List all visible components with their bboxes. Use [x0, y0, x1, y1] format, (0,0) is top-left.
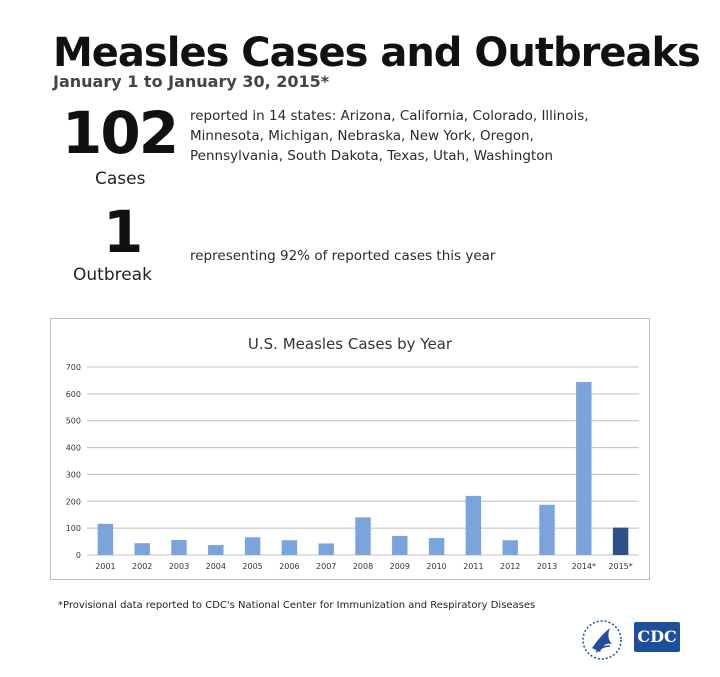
- bar: [539, 504, 555, 555]
- outbreak-description: representing 92% of reported cases this …: [190, 248, 496, 264]
- bar: [428, 538, 445, 555]
- x-tick-label: 2013: [537, 562, 557, 571]
- bar: [97, 523, 114, 555]
- bar: [134, 543, 150, 555]
- cases-description: reported in 14 states: Arizona, Californ…: [190, 108, 589, 164]
- hhs-eagle-logo: [582, 620, 622, 660]
- page-subtitle: January 1 to January 30, 2015*: [53, 72, 330, 91]
- x-tick-label: 2006: [279, 562, 299, 571]
- x-tick-label: 2002: [132, 562, 152, 571]
- y-tick-label: 600: [66, 390, 81, 399]
- y-tick-label: 200: [66, 497, 81, 506]
- x-tick-label: 2001: [95, 562, 115, 571]
- bar: [318, 543, 334, 555]
- x-tick-label: 2004: [206, 562, 226, 571]
- x-tick-label: 2014*: [572, 562, 596, 571]
- x-tick-label: 2003: [169, 562, 189, 571]
- outbreak-count: 1: [103, 198, 144, 266]
- x-tick-label: 2009: [390, 562, 410, 571]
- bar-chart: 0 100 200 300 400 500 600 700 2001 2002 2003 2004 20…: [66, 363, 639, 571]
- y-tick-label: 400: [66, 444, 81, 453]
- y-tick-label: 100: [66, 524, 81, 533]
- x-tick-label: 2005: [242, 562, 262, 571]
- x-tick-label: 2011: [463, 562, 483, 571]
- y-tick-label: 500: [66, 417, 81, 426]
- bar: [355, 517, 371, 555]
- cases-count: 102: [62, 99, 179, 167]
- page-title: Measles Cases and Outbreaks: [53, 30, 701, 76]
- bar: [502, 540, 518, 555]
- y-tick-label: 0: [76, 551, 81, 560]
- bar: [392, 535, 408, 555]
- bar: [244, 537, 261, 555]
- chart-container: U.S. Measles Cases by Year 0 100 200 300 400…: [50, 318, 650, 580]
- x-tick-label: 2008: [353, 562, 373, 571]
- bar: [612, 527, 629, 555]
- bar: [281, 540, 298, 555]
- cdc-logo: CDC: [634, 622, 680, 652]
- y-tick-label: 300: [66, 470, 81, 479]
- outbreak-label: Outbreak: [73, 265, 152, 285]
- x-tick-label: 2012: [500, 562, 520, 571]
- bar: [465, 495, 482, 555]
- bar: [576, 382, 592, 555]
- x-tick-label: 2007: [316, 562, 336, 571]
- cdc-logo-text: CDC: [637, 627, 677, 646]
- x-tick-label: 2015*: [608, 562, 632, 571]
- chart-title: U.S. Measles Cases by Year: [247, 335, 453, 353]
- cases-label: Cases: [95, 169, 146, 189]
- bar: [208, 545, 224, 555]
- bar: [171, 539, 187, 555]
- x-tick-label: 2010: [426, 562, 446, 571]
- footnote: *Provisional data reported to CDC's Nati…: [58, 600, 536, 611]
- y-tick-label: 700: [66, 363, 81, 372]
- logo-group: CDC: [580, 618, 690, 664]
